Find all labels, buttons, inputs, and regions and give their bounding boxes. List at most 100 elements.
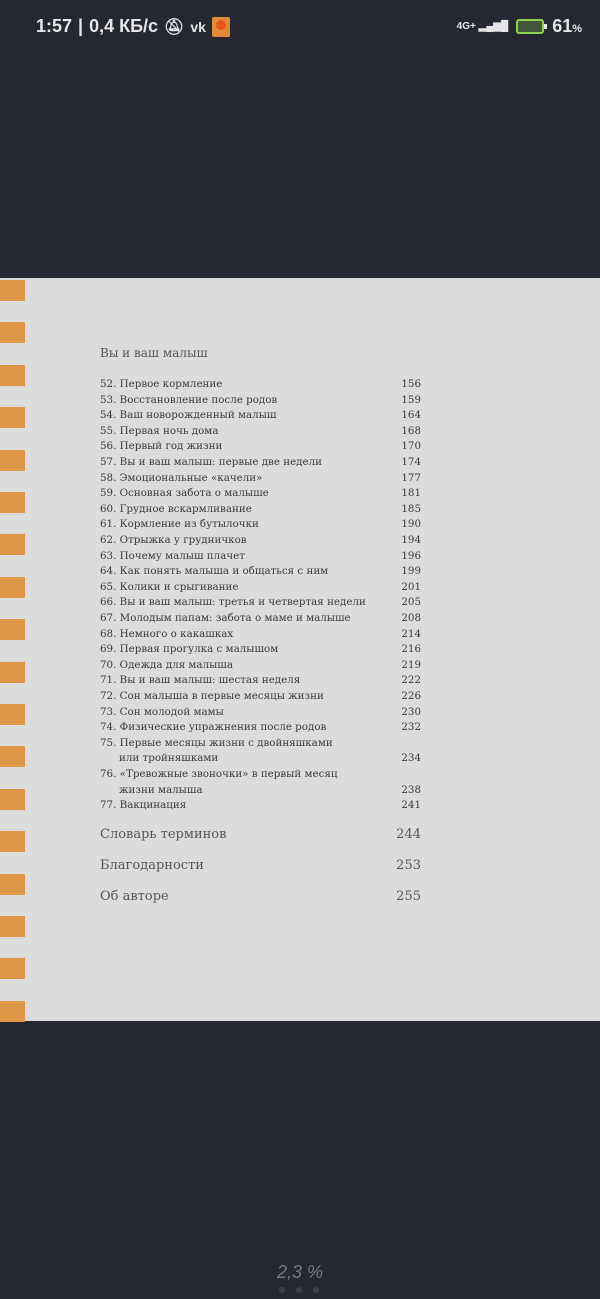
entry-title: 76. «Тревожные звоночки» в первый месяц <box>100 768 338 780</box>
toc-entry[interactable]: 73. Сон молодой мамы 230 <box>100 705 421 721</box>
entry-page: 219 <box>401 658 421 671</box>
status-bar: 1:57 | 0,4 КБ/с 🔕︎ vk 4G+ ▂▄▆█ 61% <box>0 0 600 55</box>
toc-entry[interactable]: 77. Вакцинация 241 <box>100 798 421 814</box>
entry-title: 58. Эмоциональные «качели» <box>100 471 263 484</box>
entry-title: 63. Почему малыш плачет <box>100 549 245 562</box>
toc-back-matter[interactable]: Словарь терминов 244 <box>100 827 421 842</box>
decorative-tab <box>0 280 25 301</box>
entry-title-cont: жизни малыша <box>119 783 203 796</box>
toc-entry[interactable]: 54. Ваш новорожденный малыш 164 <box>100 408 421 424</box>
battery-charging-icon <box>516 19 548 34</box>
toc-entry[interactable]: 56. Первый год жизни 170 <box>100 439 421 455</box>
toc-entry[interactable]: 69. Первая прогулка с малышом 216 <box>100 642 421 658</box>
toc-entry[interactable]: 72. Сон малыша в первые месяцы жизни 226 <box>100 689 421 705</box>
decorative-tab <box>0 746 25 768</box>
entry-title: 60. Грудное вскармливание <box>100 502 252 515</box>
entry-page: 199 <box>401 565 421 578</box>
toc-back-matter[interactable]: Об авторе 255 <box>100 889 421 904</box>
decorative-tab <box>0 407 25 429</box>
decorative-tab <box>0 619 25 641</box>
decorative-tab <box>0 449 25 471</box>
toc-entry[interactable]: 70. Одежда для малыша 219 <box>100 658 421 674</box>
toc-entry[interactable]: 57. Вы и ваш малыш: первые две недели 174 <box>100 455 421 471</box>
toc-back-matter[interactable]: Благодарности 253 <box>100 858 421 873</box>
toc-entry[interactable]: 59. Основная забота о малыше 181 <box>100 486 421 502</box>
toc-entry[interactable]: 52. Первое кормление 156 <box>100 377 421 393</box>
entry-title: 66. Вы и ваш малыш: третья и четвертая н… <box>100 596 366 609</box>
toc-entry[interactable]: 58. Эмоциональные «качели» 177 <box>100 471 421 487</box>
entry-page: 194 <box>401 534 421 546</box>
entry-title: 53. Восстановление после родов <box>100 393 278 406</box>
decorative-tab <box>0 364 25 386</box>
page-indicator[interactable] <box>279 1287 319 1293</box>
entry-page: 156 <box>401 378 421 390</box>
entry-page: 185 <box>401 502 421 515</box>
entry-page: 196 <box>401 549 421 562</box>
toc-entry[interactable]: 65. Колики и срыгивание 201 <box>100 580 421 596</box>
entry-page: 238 <box>401 783 421 796</box>
section-title: Вы и ваш малыш <box>100 346 208 360</box>
decorative-tab <box>0 704 25 725</box>
toc-entry[interactable]: 55. Первая ночь дома 168 <box>100 424 421 440</box>
entry-title: 64. Как понять малыша и общаться с ним <box>100 565 329 578</box>
decorative-tab <box>0 1000 25 1022</box>
entry-page: 216 <box>401 643 421 656</box>
entry-title: Об авторе <box>100 889 169 904</box>
entry-page: 253 <box>396 858 421 873</box>
reading-progress: 2,3 % <box>276 1262 324 1282</box>
battery-unit: % <box>572 23 582 35</box>
entry-title: 73. Сон молодой мамы <box>100 705 224 718</box>
vk-icon: vk <box>190 18 206 35</box>
entry-title: 68. Немного о какашках <box>100 627 234 640</box>
entry-title: 62. Отрыжка у грудничков <box>100 534 247 546</box>
entry-title-cont: или тройняшками <box>119 752 219 765</box>
entry-title: 56. Первый год жизни <box>100 440 223 453</box>
entry-page: 255 <box>396 889 421 904</box>
decorative-tab <box>0 916 25 937</box>
entry-title: 54. Ваш новорожденный малыш <box>100 409 277 422</box>
entry-title: 61. Кормление из бутылочки <box>100 518 259 531</box>
entry-title: Благодарности <box>100 858 204 873</box>
toc-entry[interactable]: 60. Грудное вскармливание 185 <box>100 502 421 518</box>
battery-percent: 61 <box>552 16 573 36</box>
toc-entry[interactable]: 63. Почему малыш плачет 196 <box>100 549 421 565</box>
toc-entry[interactable]: 53. Восстановление после родов 159 <box>100 393 421 409</box>
signal-icon: 4G+ ▂▄▆█ <box>456 20 509 32</box>
decorative-tab <box>0 492 25 513</box>
dot <box>313 1287 319 1293</box>
toc-entry[interactable]: 67. Молодым папам: забота о маме и малыш… <box>100 611 421 627</box>
entry-page: 226 <box>401 690 421 702</box>
toc-entry[interactable]: 71. Вы и ваш малыш: шестая неделя 222 <box>100 673 421 689</box>
toc-entry[interactable]: 61. Кормление из бутылочки 190 <box>100 517 421 533</box>
toc-entry[interactable]: 76. «Тревожные звоночки» в первый месяц ж… <box>100 767 421 798</box>
toc-entry[interactable]: 62. Отрыжка у грудничков 194 <box>100 533 421 549</box>
entry-page: 232 <box>401 721 421 734</box>
toc-entry[interactable]: 74. Физические упражнения после родов 232 <box>100 720 421 736</box>
decorative-tab <box>0 788 25 810</box>
entry-page: 230 <box>401 705 421 718</box>
decorative-tab <box>0 534 25 556</box>
decorative-tab <box>0 873 25 895</box>
decorative-tab <box>0 661 25 683</box>
decorative-tab <box>0 322 25 344</box>
entry-title: 69. Первая прогулка с малышом <box>100 643 279 656</box>
dot <box>296 1287 302 1293</box>
entry-title: 52. Первое кормление <box>100 378 223 390</box>
entry-title: 75. Первые месяцы жизни с двойняшками <box>100 736 333 749</box>
entry-page: 168 <box>401 424 421 437</box>
entry-page: 170 <box>401 440 421 453</box>
toc-entry[interactable]: 64. Как понять малыша и общаться с ним 19… <box>100 564 421 580</box>
dot <box>279 1287 285 1293</box>
toc-entry[interactable]: 68. Немного о какашках 214 <box>100 627 421 643</box>
app-icon <box>211 16 230 37</box>
entry-page: 164 <box>401 409 421 422</box>
decorative-tab <box>0 958 25 980</box>
entry-page: 159 <box>401 393 421 406</box>
entry-page: 177 <box>401 471 421 484</box>
toc-entry[interactable]: 75. Первые месяцы жизни с двойняшками или… <box>100 736 421 767</box>
entry-page: 190 <box>401 518 421 531</box>
toc-entry[interactable]: 66. Вы и ваш малыш: третья и четвертая н… <box>100 595 421 611</box>
bell-off-icon: 🔕︎ <box>164 18 185 36</box>
book-page[interactable]: Вы и ваш малыш 52. Первое кормление 156 53… <box>0 278 600 1022</box>
entry-page: 244 <box>396 827 421 842</box>
